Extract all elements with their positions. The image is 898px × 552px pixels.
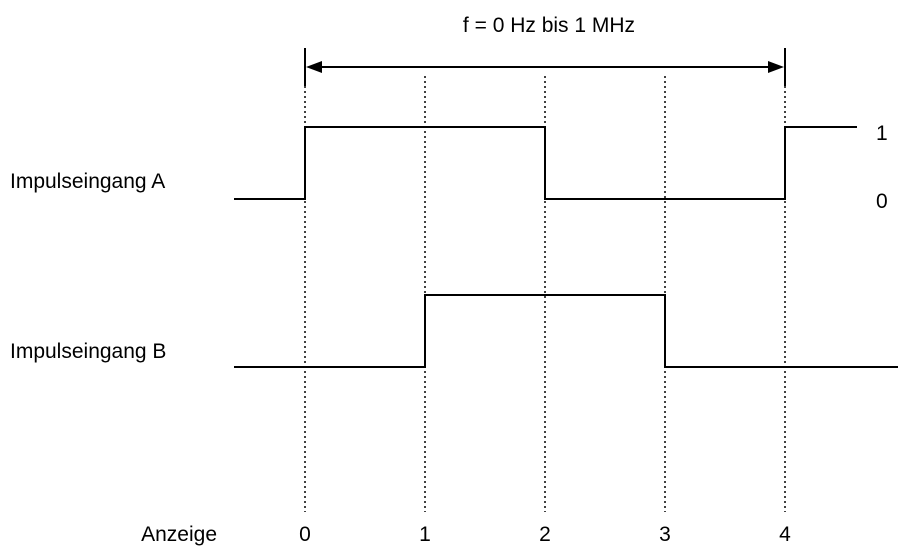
count-value-3: 3	[659, 523, 671, 546]
channel-b-waveform	[234, 294, 898, 368]
count-value-4: 4	[779, 523, 791, 546]
level-low-label: 0	[876, 190, 888, 213]
period-arrow	[306, 61, 784, 73]
frequency-title: f = 0 Hz bis 1 MHz	[463, 14, 635, 37]
count-value-1: 1	[419, 523, 431, 546]
channel-a-waveform	[234, 126, 857, 200]
count-value-0: 0	[299, 523, 311, 546]
count-value-2: 2	[539, 523, 551, 546]
channel-a-label: Impulseingang A	[10, 170, 165, 193]
channel-b-label: Impulseingang B	[10, 340, 166, 363]
axis-label: Anzeige	[141, 523, 217, 546]
level-high-label: 1	[876, 122, 888, 145]
